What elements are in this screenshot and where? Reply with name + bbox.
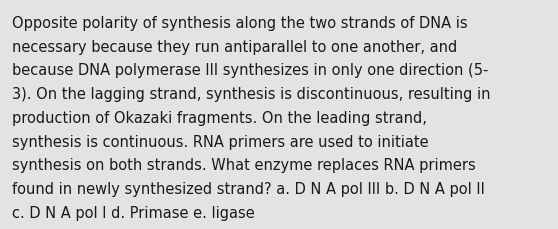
Text: 3). On the lagging strand, synthesis is discontinuous, resulting in: 3). On the lagging strand, synthesis is … (12, 87, 491, 102)
Text: Opposite polarity of synthesis along the two strands of DNA is: Opposite polarity of synthesis along the… (12, 16, 468, 31)
Text: c. D N A pol I d. Primase e. ligase: c. D N A pol I d. Primase e. ligase (12, 205, 255, 220)
Text: because DNA polymerase III synthesizes in only one direction (5-: because DNA polymerase III synthesizes i… (12, 63, 489, 78)
Text: synthesis is continuous. RNA primers are used to initiate: synthesis is continuous. RNA primers are… (12, 134, 429, 149)
Text: synthesis on both strands. What enzyme replaces RNA primers: synthesis on both strands. What enzyme r… (12, 158, 476, 172)
Text: necessary because they run antiparallel to one another, and: necessary because they run antiparallel … (12, 40, 458, 55)
Text: found in newly synthesized strand? a. D N A pol III b. D N A pol II: found in newly synthesized strand? a. D … (12, 181, 485, 196)
Text: production of Okazaki fragments. On the leading strand,: production of Okazaki fragments. On the … (12, 110, 427, 125)
